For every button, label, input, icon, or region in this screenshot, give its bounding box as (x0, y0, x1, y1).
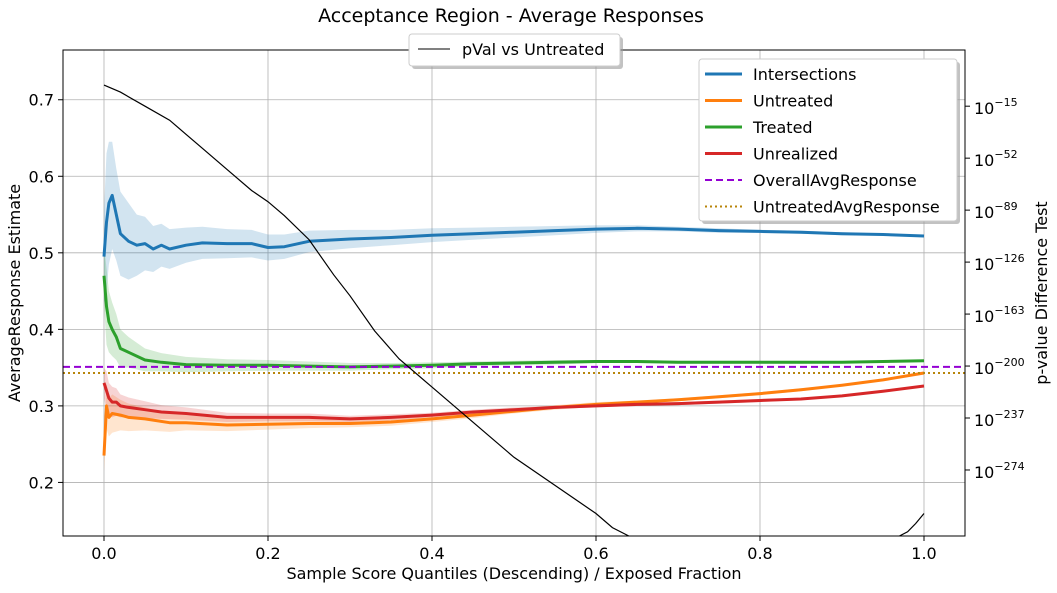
legend-label: Untreated (753, 92, 833, 111)
series-legend: Intersections Untreated Treated Unrealized O… (698, 58, 960, 224)
x-tick-label: 0.0 (91, 544, 116, 563)
series-legend-entries: Intersections Untreated Treated Unrealized O… (705, 65, 940, 217)
series-line (102, 275, 925, 369)
series-lines (63, 84, 965, 537)
x-tick-label: 0.8 (747, 544, 772, 563)
y-tick-label: 0.5 (29, 244, 54, 263)
pvalue-legend-box (408, 33, 621, 67)
pvalue-line-tail (899, 513, 925, 537)
y2-tick-label: 10−126 (974, 252, 1025, 274)
y-tick-label: 0.6 (29, 167, 54, 186)
pvalue-legend-label: pVal vs Untreated (462, 40, 604, 59)
y-tick-label: 0.2 (29, 473, 54, 492)
y2-tick-label: 10−237 (974, 408, 1025, 430)
confidence-band (104, 245, 924, 373)
legend-label: Unrealized (753, 145, 838, 164)
pvalue-legend: pVal vs Untreated (408, 33, 623, 69)
y2-tick-label: 10−163 (974, 304, 1025, 326)
y2-tick-label: 10−200 (974, 356, 1025, 378)
y-tick-label: 0.4 (29, 320, 54, 339)
confidence-band (104, 367, 924, 422)
legend-label: Intersections (753, 65, 857, 84)
chart-title: Acceptance Region - Average Responses (318, 5, 704, 27)
axis-ticks: 0.0 0.2 0.4 0.6 0.8 1.0 0.2 0.3 0.4 0.5 0.6 0.7 10−1… (29, 91, 1025, 563)
series-line (102, 371, 925, 456)
y-tick-label: 0.7 (29, 91, 54, 110)
series-legend-box (698, 58, 958, 222)
series-line (102, 382, 925, 421)
y2-axis-label: p-value Difference Test (1032, 201, 1051, 384)
series-line (102, 193, 925, 257)
legend-label: Treated (752, 118, 813, 137)
x-tick-label: 1.0 (911, 544, 936, 563)
y2-tick-label: 10−274 (974, 460, 1025, 482)
y-tick-label: 0.3 (29, 397, 54, 416)
x-axis-label: Sample Score Quantiles (Descending) / Ex… (286, 564, 741, 583)
legend-label: UntreatedAvgResponse (753, 198, 940, 217)
x-tick-label: 0.4 (419, 544, 444, 563)
pvalue-line (103, 84, 630, 537)
x-tick-label: 0.2 (255, 544, 280, 563)
y-axis-label: AverageResponse Estimate (5, 184, 24, 402)
legend-label: OverallAvgResponse (753, 171, 917, 190)
y2-tick-label: 10−89 (974, 200, 1018, 222)
y2-tick-label: 10−15 (974, 96, 1018, 118)
y2-tick-label: 10−52 (974, 148, 1018, 170)
x-tick-label: 0.6 (583, 544, 608, 563)
